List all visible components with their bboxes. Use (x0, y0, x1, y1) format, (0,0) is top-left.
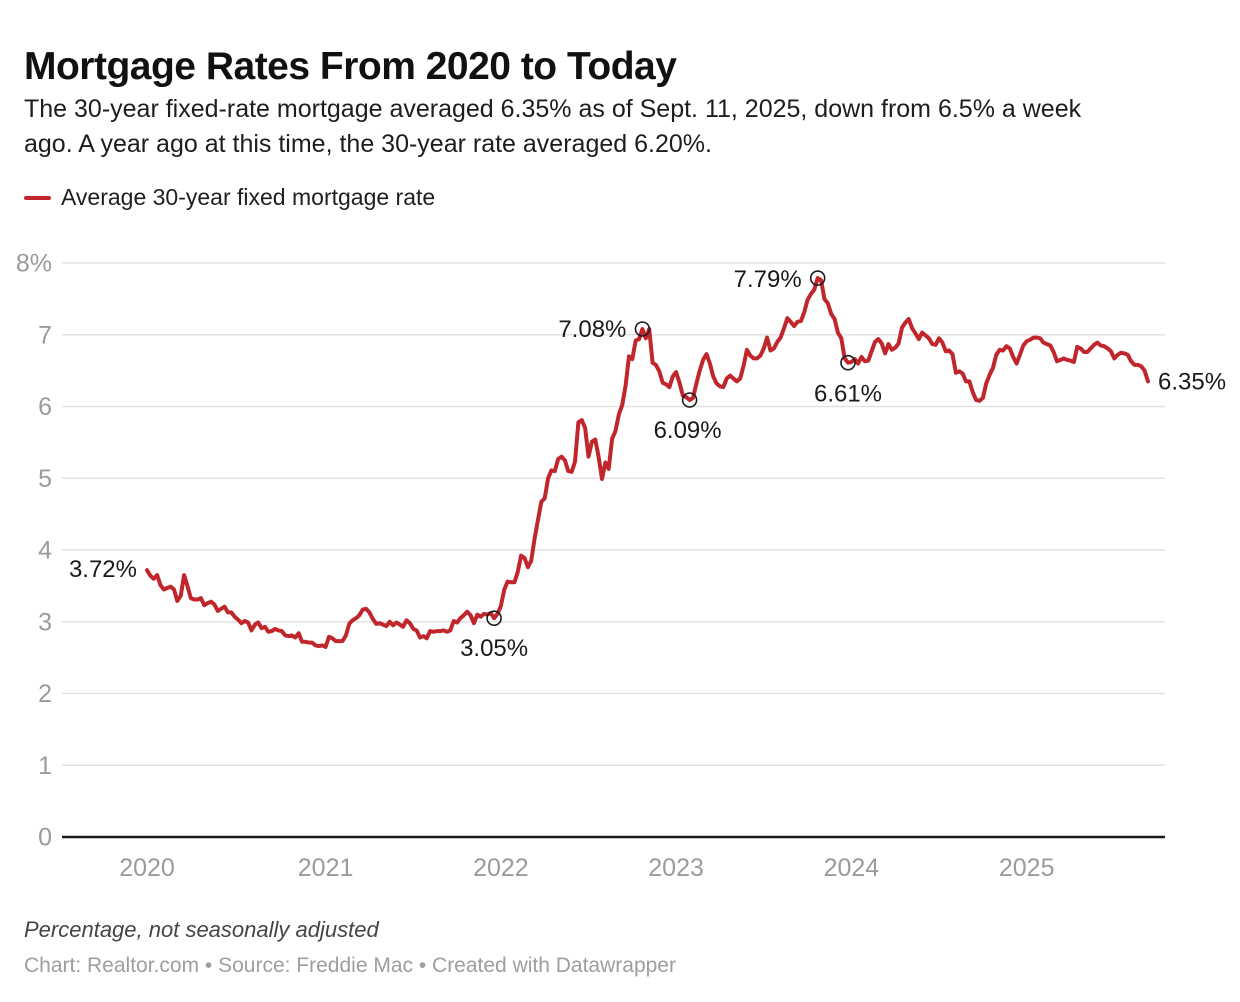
y-tick-label: 7 (38, 321, 52, 349)
annotation-marker (840, 354, 856, 371)
legend-label: Average 30-year fixed mortgage rate (61, 184, 436, 210)
annotation-marker (486, 610, 502, 627)
y-tick-label: 3 (38, 608, 52, 636)
annotation-label: 3.05% (460, 635, 528, 662)
annotation-label: 7.79% (734, 266, 802, 293)
y-tick-label: 4 (38, 537, 52, 565)
subtitle-line-1: The 30-year fixed-rate mortgage averaged… (24, 95, 1082, 123)
y-tick-label: 5 (38, 465, 52, 493)
chart-credit: Chart: Realtor.com • Source: Freddie Mac… (24, 954, 676, 977)
y-tick-label: 1 (38, 752, 52, 780)
y-tick-label: 6 (38, 393, 52, 421)
chart-footnote: Percentage, not seasonally adjusted (24, 917, 379, 942)
legend: Average 30-year fixed mortgage rate (24, 184, 435, 211)
annotation-label: 3.72% (69, 556, 137, 583)
chart-subtitle: The 30-year fixed-rate mortgage averaged… (24, 92, 1224, 162)
annotation-marker (809, 270, 826, 286)
x-tick-label: 2023 (648, 854, 704, 882)
y-tick-label: 0 (38, 824, 52, 852)
x-tick-label: 2025 (999, 854, 1055, 882)
legend-line-swatch (24, 195, 51, 200)
page-title: Mortgage Rates From 2020 to Today (24, 45, 677, 89)
x-tick-label: 2020 (119, 854, 175, 882)
y-tick-label: 2 (38, 680, 52, 708)
annotation-marker (681, 392, 698, 408)
annotation-label: 7.08% (558, 316, 626, 343)
x-tick-label: 2021 (298, 854, 354, 882)
annotation-label: 6.09% (654, 417, 722, 444)
annotation-marker (634, 321, 651, 337)
annotation-label: 6.35% (1158, 368, 1226, 395)
x-tick-label: 2022 (473, 854, 529, 882)
x-tick-label: 2024 (824, 854, 880, 882)
annotation-label: 6.61% (814, 381, 882, 408)
y-tick-label: 8% (16, 250, 52, 278)
subtitle-line-2: ago. A year ago at this time, the 30-yea… (24, 130, 712, 158)
